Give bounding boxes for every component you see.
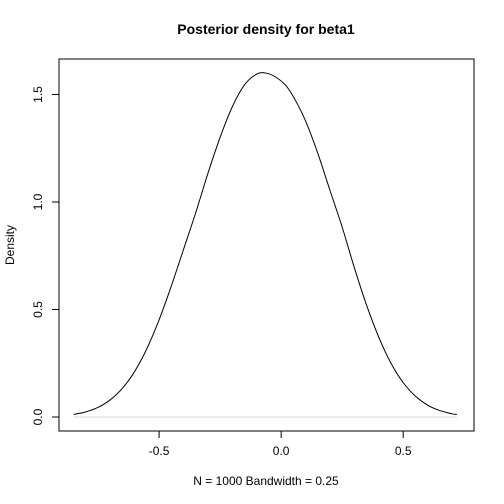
plot-frame [58,58,475,432]
y-tick-label: 0.0 [31,408,45,425]
x-axis: -0.5 0.0 0.5 [149,430,412,458]
y-tick-label: 0.5 [31,301,45,318]
x-tick-label: 0.0 [273,444,290,458]
x-tick-label: 0.5 [395,444,412,458]
y-axis-label: Density [3,225,17,265]
x-tick-label: -0.5 [149,444,170,458]
chart-title: Posterior density for beta1 [177,21,355,37]
density-curve [73,72,457,415]
y-tick-label: 1.0 [31,193,45,210]
x-axis-label: N = 1000 Bandwidth = 0.25 [193,474,339,488]
y-tick-label: 1.5 [31,86,45,103]
y-axis: 0.0 0.5 1.0 1.5 [31,86,60,425]
